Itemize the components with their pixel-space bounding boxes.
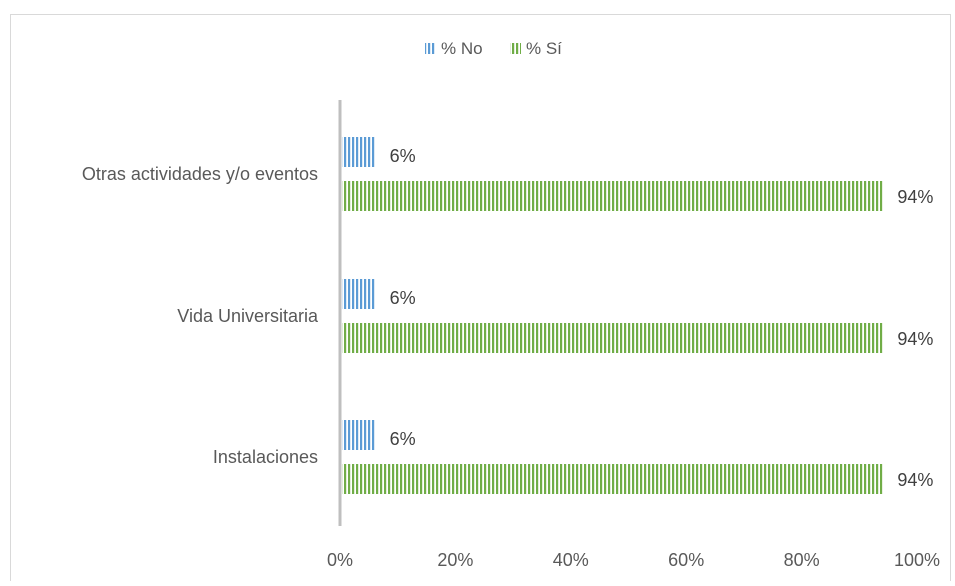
data-label-si: 94% — [897, 187, 933, 207]
category-label: Otras actividades y/o eventos — [82, 164, 318, 184]
data-label-si: 94% — [897, 329, 933, 349]
x-axis-ticks: 0% 20% 40% 60% 80% 100% — [327, 550, 940, 570]
x-tick-label: 0% — [327, 550, 353, 570]
data-label-no: 6% — [390, 288, 416, 308]
x-tick-label: 40% — [553, 550, 589, 570]
x-tick-label: 100% — [894, 550, 940, 570]
bar-no — [342, 420, 375, 450]
legend-swatch-si — [510, 43, 521, 54]
data-label-no: 6% — [390, 429, 416, 449]
bar-no — [342, 279, 375, 309]
category-labels: Otras actividades y/o eventos Vida Univer… — [82, 164, 319, 467]
data-label-no: 6% — [390, 146, 416, 166]
category-label: Instalaciones — [213, 447, 318, 467]
category-label: Vida Universitaria — [177, 306, 319, 326]
legend: % No % Sí — [425, 39, 562, 58]
x-tick-label: 20% — [437, 550, 473, 570]
x-tick-label: 80% — [784, 550, 820, 570]
bar-si — [342, 181, 883, 211]
legend-swatch-no — [425, 43, 436, 54]
bar-si — [342, 464, 883, 494]
bar-si — [342, 323, 883, 353]
bars-group: 6% 94% 6% 94% 6% 94% — [342, 137, 933, 494]
data-label-si: 94% — [897, 470, 933, 490]
legend-label-no: % No — [441, 39, 483, 58]
bar-no — [342, 137, 375, 167]
legend-label-si: % Sí — [526, 39, 562, 58]
x-tick-label: 60% — [668, 550, 704, 570]
chart-frame — [10, 14, 951, 585]
